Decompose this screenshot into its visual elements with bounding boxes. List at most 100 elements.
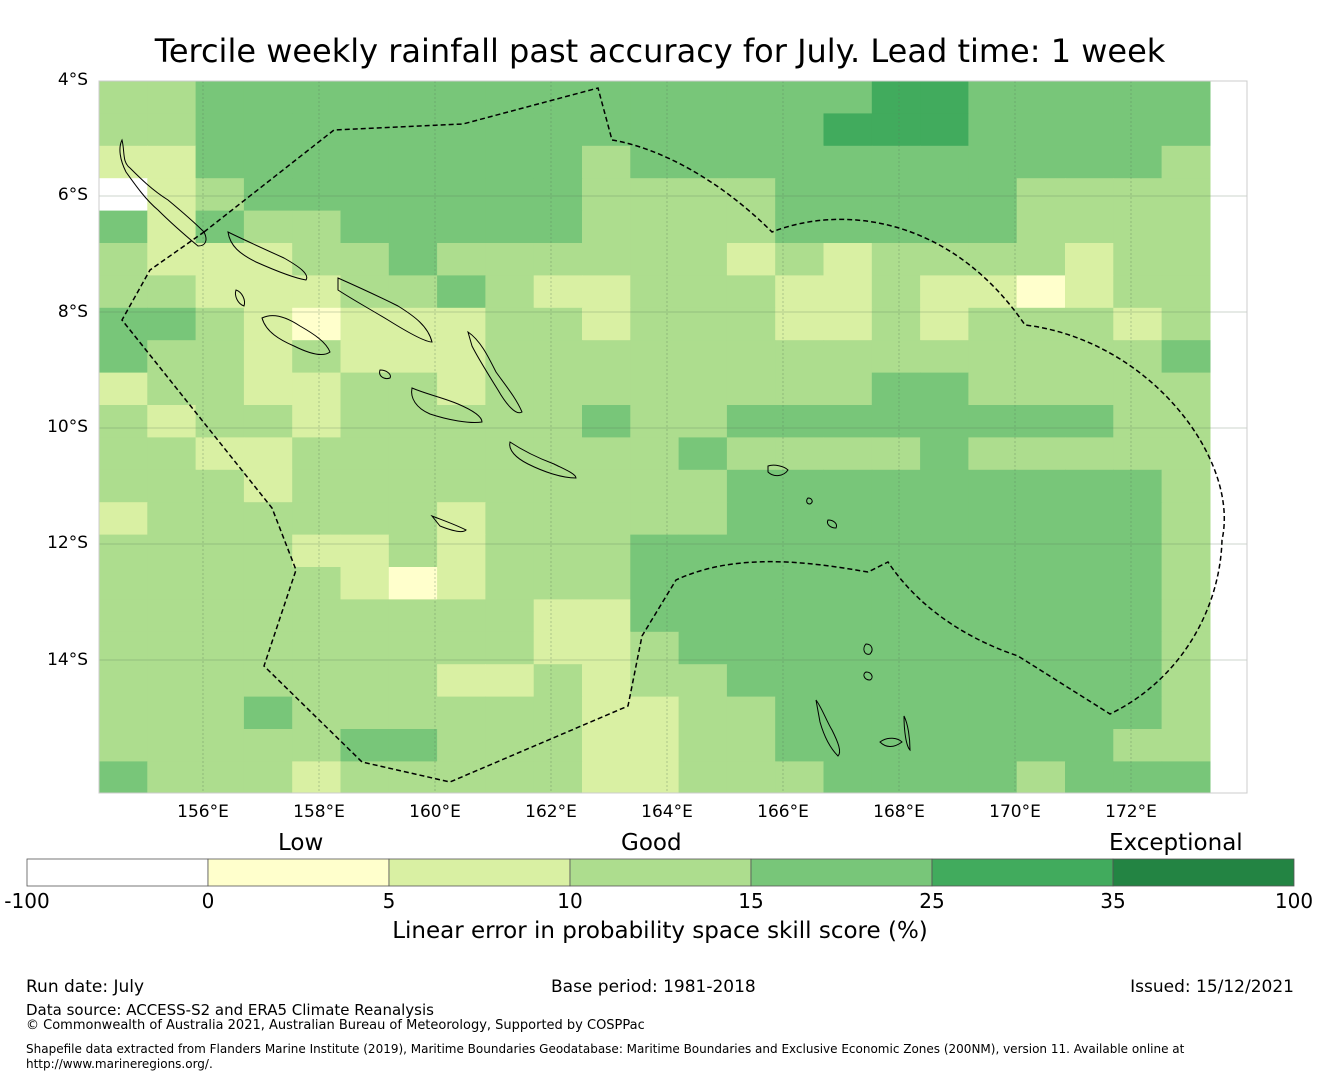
grid-cell	[678, 469, 728, 503]
grid-cell	[437, 81, 486, 114]
grid-cell	[968, 340, 1018, 374]
grid-cell	[1113, 307, 1163, 341]
grid-cell	[582, 145, 631, 179]
grid-cell	[630, 631, 680, 665]
grid-cell	[1065, 340, 1114, 374]
lat-label: 8°S	[57, 302, 88, 322]
grid-cell	[823, 113, 873, 147]
grid-cell	[99, 794, 148, 827]
colorbar-tick: 0	[201, 889, 215, 913]
grid-cell	[485, 631, 535, 665]
grid-cell	[1113, 664, 1163, 698]
lat-label: 4°S	[57, 70, 88, 90]
grid-cell	[968, 502, 1018, 536]
grid-cell	[630, 664, 680, 698]
grid-cell	[1065, 372, 1114, 406]
grid-cell	[1016, 729, 1066, 762]
grid-cell	[1113, 113, 1163, 147]
santa-isabel-island	[337, 277, 433, 343]
grid-cell	[533, 145, 583, 179]
grid-cell	[871, 534, 921, 568]
grid-cell	[340, 372, 390, 406]
grid-cell	[292, 599, 342, 633]
grid-cell	[99, 469, 148, 503]
grid-cell	[1065, 145, 1114, 179]
grid-cell	[775, 178, 825, 212]
small-island-e	[379, 369, 391, 379]
grid-cell	[340, 307, 390, 341]
grid-cell	[968, 210, 1018, 244]
grid-cell	[1016, 210, 1066, 244]
grid-cell	[99, 340, 148, 374]
grid-cell	[292, 469, 342, 503]
grid-cell	[920, 567, 969, 600]
grid-cell	[1065, 178, 1114, 212]
grid-cell	[726, 437, 776, 471]
grid-cell	[485, 210, 535, 244]
grid-cell	[823, 469, 873, 503]
grid-cell	[1161, 534, 1211, 568]
grid-cell	[630, 372, 680, 406]
grid-cell	[1161, 599, 1211, 633]
grid-cell	[1161, 502, 1211, 536]
grid-cell	[1016, 275, 1066, 309]
grid-cell	[630, 502, 680, 536]
grid-cell	[1065, 113, 1114, 147]
grid-cell	[389, 826, 438, 859]
grid-cell	[920, 631, 969, 665]
grid-cell	[437, 210, 486, 244]
grid-cell	[1113, 599, 1163, 633]
category-low: Low	[278, 830, 324, 856]
grid-cell	[388, 405, 438, 438]
grid-cell	[920, 599, 969, 633]
colorbar-tick: -100	[4, 889, 50, 913]
grid-cell	[1016, 502, 1066, 536]
guadalcanal-island	[411, 387, 483, 423]
grid-cell	[1113, 243, 1163, 276]
grid-cell	[533, 631, 583, 665]
grid-cell	[968, 631, 1018, 665]
grid-cell	[823, 534, 873, 568]
grid-cell	[292, 405, 342, 438]
grid-cell	[147, 696, 197, 730]
grid-cell	[485, 113, 535, 147]
grid-cell	[533, 696, 583, 730]
grid-cell	[630, 469, 680, 503]
colorbar-tick: 10	[557, 889, 583, 913]
grid-cell	[1113, 372, 1163, 406]
grid-cell	[920, 178, 969, 212]
grid-cell	[920, 437, 969, 471]
grid-cell	[1065, 599, 1114, 633]
lon-label: 168°E	[873, 802, 925, 822]
lon-label: 172°E	[1105, 802, 1157, 822]
grid-cell	[147, 534, 197, 568]
grid-cell	[533, 307, 583, 341]
grid-cell	[195, 534, 245, 568]
grid-cell	[340, 275, 390, 309]
grid-cell	[678, 567, 728, 600]
grid-cell	[195, 729, 245, 762]
grid-cell	[1016, 145, 1066, 179]
grid-cell	[1113, 145, 1163, 179]
grid-cell	[823, 664, 873, 698]
grid-cell	[678, 599, 728, 633]
grid-cell	[630, 113, 680, 147]
grid-cell	[823, 178, 873, 212]
santa-cruz-island	[767, 464, 789, 477]
grid-cell	[775, 631, 825, 665]
grid-cell	[243, 275, 293, 309]
grid-cell	[99, 275, 148, 309]
grid-cell	[1161, 761, 1211, 793]
grid-cell	[99, 599, 148, 633]
grid-cell	[243, 340, 293, 374]
grid-cell	[1065, 210, 1114, 244]
grid-cell	[630, 437, 680, 471]
colorbar-tick: 5	[382, 889, 396, 913]
grid-cell	[968, 826, 1017, 859]
grid-cell	[99, 664, 148, 698]
grid-cell	[1161, 113, 1211, 147]
grid-cell	[775, 372, 825, 406]
grid-cell	[99, 405, 148, 438]
grid-cell	[582, 178, 631, 212]
grid-cell	[533, 340, 583, 374]
